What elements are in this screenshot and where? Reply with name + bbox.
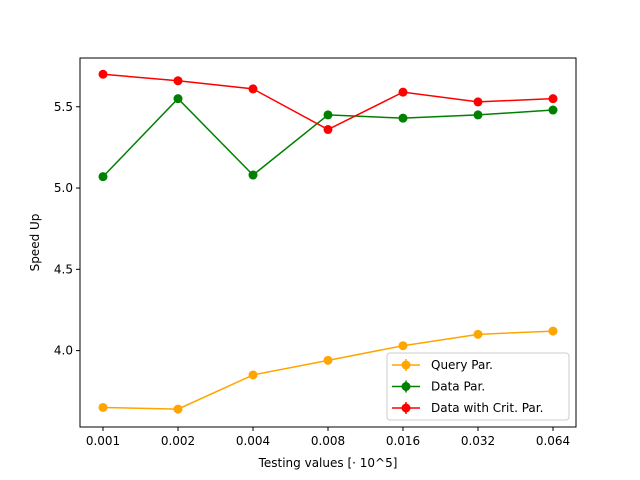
y-tick-label: 5.0	[54, 181, 73, 195]
data-point	[548, 94, 558, 104]
data-point	[173, 94, 183, 104]
y-tick-label: 4.0	[54, 344, 73, 358]
y-tick-label: 5.5	[54, 100, 73, 114]
x-axis-label: Testing values [· 10^5]	[258, 456, 398, 470]
legend-label: Data Par.	[431, 380, 485, 394]
x-tick-label: 0.016	[386, 434, 420, 448]
data-point	[98, 69, 108, 79]
legend-label: Query Par.	[431, 358, 493, 372]
data-point	[473, 97, 483, 107]
data-point	[398, 113, 408, 123]
legend-marker	[401, 403, 411, 413]
x-tick-label: 0.001	[86, 434, 120, 448]
x-tick-label: 0.004	[236, 434, 270, 448]
data-point	[248, 84, 258, 94]
data-point	[173, 76, 183, 86]
data-point	[323, 355, 333, 365]
x-tick-label: 0.032	[461, 434, 495, 448]
legend-label: Data with Crit. Par.	[431, 401, 543, 415]
data-point	[323, 110, 333, 120]
y-axis-label: Speed Up	[28, 214, 42, 272]
data-point	[398, 87, 408, 97]
legend-marker	[401, 360, 411, 370]
x-tick-label: 0.002	[161, 434, 195, 448]
data-point	[98, 172, 108, 182]
data-point	[548, 105, 558, 115]
y-axis: 4.0 4.5 5.0 5.5	[54, 100, 80, 358]
data-point	[473, 110, 483, 120]
data-point	[473, 329, 483, 339]
data-point	[323, 125, 333, 135]
data-point	[248, 170, 258, 180]
data-point	[173, 404, 183, 414]
legend-marker	[401, 382, 411, 391]
x-tick-label: 0.008	[311, 434, 345, 448]
y-tick-label: 4.5	[54, 262, 73, 276]
data-point	[98, 402, 108, 412]
legend-box	[386, 352, 570, 421]
legend: Query Par. Data Par. Data with Crit. Par.	[386, 352, 570, 421]
data-point	[248, 370, 258, 380]
x-tick-label: 0.064	[536, 434, 570, 448]
series-layer	[98, 69, 558, 414]
data-point	[398, 341, 408, 351]
data-point	[548, 326, 558, 336]
x-axis: 0.001 0.002 0.004 0.008 0.016 0.032 0.064	[86, 427, 570, 448]
